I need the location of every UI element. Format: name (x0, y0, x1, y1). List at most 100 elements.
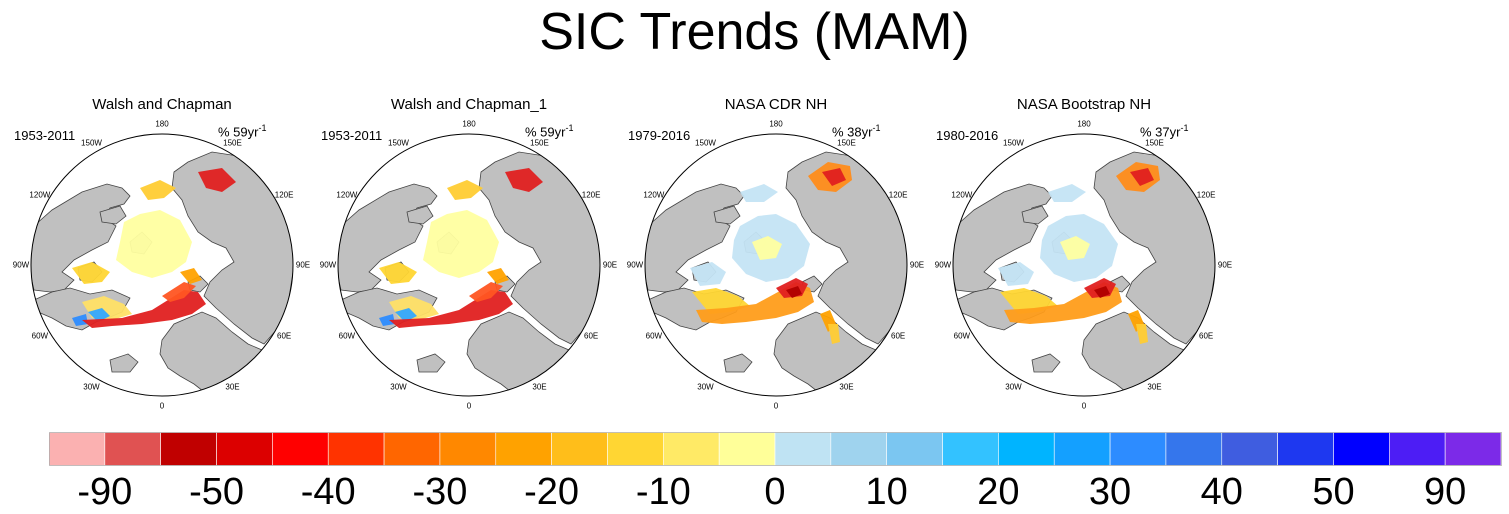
longitude-label: 30E (1147, 382, 1162, 392)
longitude-label: 90W (626, 260, 644, 270)
rate-label: % 38yr-1 (832, 123, 880, 139)
colorbar-swatch (48, 432, 106, 466)
map-border (30, 133, 294, 397)
land-mass (1021, 205, 1049, 225)
colorbar-swatch (1389, 432, 1446, 466)
panel-title: NASA CDR NH (724, 96, 828, 113)
colorbar-tick-label: -20 (524, 471, 580, 513)
sic-trend-region (395, 308, 417, 322)
sic-trend-region (198, 168, 236, 192)
longitude-label: 120W (643, 190, 665, 199)
sic-trend-region (180, 268, 202, 284)
map-panel: Walsh and Chapman 1953-2011 % 59yr-1 180 150… (12, 92, 312, 412)
colorbar-swatch (663, 432, 720, 466)
sic-trend-region (998, 262, 1034, 286)
sic-trend-region (1060, 236, 1090, 260)
longitude-label: 120E (274, 190, 294, 199)
map-border (337, 133, 601, 397)
sic-trend-region (752, 236, 782, 260)
colorbar-swatch (1221, 432, 1278, 466)
rate-value: % 37yr (1140, 124, 1181, 140)
land-mass (713, 205, 741, 225)
colorbar-swatch (774, 432, 832, 466)
land-mass (99, 205, 127, 225)
sic-trend-region (379, 262, 417, 284)
rate-value: % 38yr (832, 124, 873, 140)
colorbar-swatch (886, 432, 943, 466)
longitude-label: 180 (155, 119, 169, 129)
period-label: 1953-2011 (14, 128, 76, 143)
longitude-label: 0 (159, 401, 165, 411)
rate-label: % 59yr-1 (525, 123, 573, 139)
longitude-label: 0 (773, 401, 779, 411)
sic-trend-region (1136, 324, 1148, 344)
colorbar-swatch (718, 432, 776, 466)
panel-title: Walsh and Chapman_1 (390, 96, 548, 113)
longitude-label: 60E (583, 331, 599, 340)
period-label: 1953-2011 (321, 128, 383, 143)
longitude-label: 60W (645, 331, 663, 340)
sic-trend-region (786, 286, 802, 298)
colorbar-tick-label: 10 (865, 471, 908, 513)
colorbar-swatch (1109, 432, 1167, 466)
map-panel: Walsh and Chapman_1 1953-2011 % 59yr-1 180 1… (319, 92, 619, 412)
map-panel: NASA CDR NH 1979-2016 % 38yr-1 180 150E 120E 9… (626, 92, 926, 412)
colorbar-swatch (383, 432, 441, 466)
colorbar-swatch (104, 432, 161, 466)
colorbar-swatch (1165, 432, 1223, 466)
sic-trend-region (469, 282, 503, 302)
colorbar-swatch (942, 432, 999, 466)
longitude-label: 60W (31, 331, 49, 340)
polar-map (644, 133, 908, 397)
longitude-label: 150E (530, 138, 549, 148)
sic-trend-region (88, 308, 110, 322)
rate-exponent: -1 (1180, 123, 1189, 133)
colorbar-swatch (439, 432, 497, 466)
sic-trend-region (72, 314, 88, 326)
rate-exponent: -1 (258, 123, 267, 133)
longitude-label: 150E (1145, 138, 1164, 148)
colorbar-swatch (327, 432, 385, 466)
longitude-label: 90E (295, 260, 311, 270)
panel-title: NASA Bootstrap NH (1016, 96, 1152, 113)
colorbar-tick-label: -30 (412, 471, 468, 513)
longitude-label: 180 (1077, 119, 1091, 129)
colorbar-tick-label: 40 (1200, 471, 1243, 513)
sic-trend-region (423, 210, 499, 278)
longitude-label: 0 (466, 401, 472, 411)
sic-trend-region (505, 168, 543, 192)
colorbar-tick-label: 90 (1424, 471, 1467, 513)
longitude-label: 150E (223, 138, 242, 148)
colorbar-swatch (551, 432, 608, 466)
land-mass (109, 353, 139, 373)
longitude-label: 120E (888, 190, 908, 199)
longitude-label: 30E (839, 382, 854, 392)
sic-trend-region (487, 268, 509, 284)
colorbar-tick-label: 50 (1312, 471, 1355, 513)
sic-trend-region (447, 180, 483, 200)
longitude-label: 90W (934, 260, 952, 270)
sic-trend-region (379, 314, 395, 326)
longitude-label: 30E (532, 382, 547, 392)
sic-trend-region (140, 180, 176, 200)
longitude-label: 150E (837, 138, 856, 148)
land-mass (416, 353, 446, 373)
longitude-label: 30W (697, 382, 714, 392)
longitude-label: 90W (12, 260, 30, 270)
colorbar (48, 432, 1502, 471)
rate-value: % 59yr (525, 124, 566, 140)
colorbar-swatch (216, 432, 273, 466)
colorbar-swatch (272, 432, 329, 466)
sic-trend-region (690, 262, 726, 286)
colorbar-swatch (607, 432, 664, 466)
longitude-label: 120W (29, 190, 51, 199)
colorbar-tick-label: 20 (977, 471, 1020, 513)
longitude-label: 150W (388, 138, 409, 148)
longitude-label: 30W (83, 382, 100, 392)
colorbar-tick-label: 0 (764, 471, 786, 513)
polar-map (30, 133, 294, 397)
colorbar-swatch (1444, 432, 1502, 466)
longitude-label: 30W (390, 382, 407, 392)
longitude-label: 180 (769, 119, 783, 129)
sic-trend-region (822, 168, 846, 186)
